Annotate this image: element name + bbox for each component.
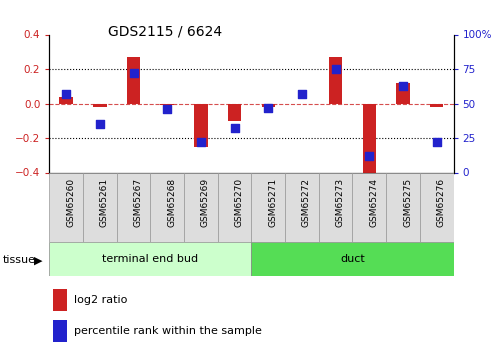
Bar [150, 172, 184, 242]
Bar [49, 172, 83, 242]
Bar [362, 104, 376, 176]
Point [365, 153, 373, 159]
Bar [396, 83, 410, 104]
Bar [228, 104, 241, 121]
Bar [83, 172, 117, 242]
Point [96, 121, 104, 127]
Point [332, 66, 340, 72]
Bar [93, 104, 106, 107]
Bar [430, 104, 443, 107]
Text: GSM65260: GSM65260 [66, 178, 75, 227]
Text: GSM65271: GSM65271 [268, 178, 277, 227]
Text: GSM65275: GSM65275 [403, 178, 412, 227]
Point [433, 139, 441, 145]
Bar [49, 241, 251, 276]
Point [264, 105, 272, 110]
Bar [117, 172, 150, 242]
Bar [184, 172, 218, 242]
Point [231, 126, 239, 131]
Text: GSM65273: GSM65273 [336, 178, 345, 227]
Point [130, 70, 138, 76]
Bar [261, 104, 275, 107]
Bar [420, 172, 454, 242]
Bar [319, 172, 352, 242]
Text: GSM65276: GSM65276 [437, 178, 446, 227]
Point [399, 83, 407, 88]
Point [298, 91, 306, 97]
Bar [386, 172, 420, 242]
Bar [352, 172, 386, 242]
Text: duct: duct [340, 254, 365, 264]
Bar [251, 172, 285, 242]
Point [197, 139, 205, 145]
Bar [329, 57, 342, 104]
Text: terminal end bud: terminal end bud [103, 254, 198, 264]
Text: GSM65274: GSM65274 [369, 178, 378, 227]
Bar [285, 172, 319, 242]
Text: GSM65270: GSM65270 [235, 178, 244, 227]
Text: tissue: tissue [2, 256, 35, 265]
Text: log2 ratio: log2 ratio [73, 295, 127, 305]
Bar [127, 57, 140, 104]
Text: GSM65268: GSM65268 [167, 178, 176, 227]
Bar [194, 104, 208, 147]
Point [62, 91, 70, 97]
Text: percentile rank within the sample: percentile rank within the sample [73, 326, 261, 336]
Text: GSM65272: GSM65272 [302, 178, 311, 227]
Bar [53, 289, 68, 311]
Text: GDS2115 / 6624: GDS2115 / 6624 [108, 24, 222, 38]
Text: GSM65261: GSM65261 [100, 178, 109, 227]
Bar [59, 97, 73, 104]
Bar [218, 172, 251, 242]
Text: GSM65269: GSM65269 [201, 178, 210, 227]
Bar [251, 241, 454, 276]
Point [163, 106, 171, 112]
Bar [160, 104, 174, 105]
Text: ▶: ▶ [34, 256, 42, 265]
Text: GSM65267: GSM65267 [134, 178, 142, 227]
Bar [53, 320, 68, 342]
